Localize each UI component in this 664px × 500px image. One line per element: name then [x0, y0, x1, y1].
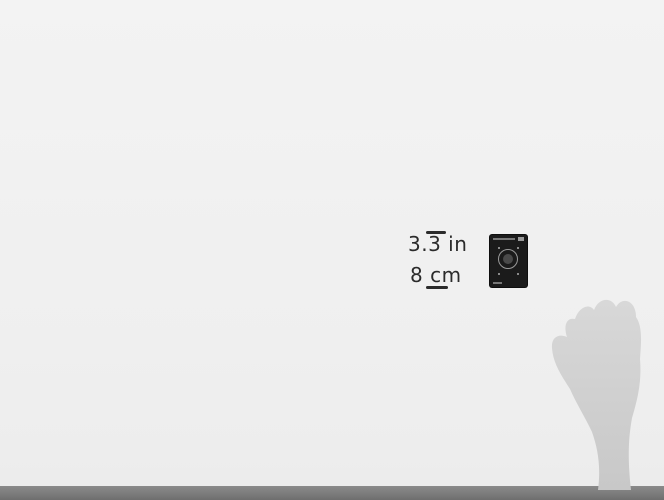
dimension-labels: 3.3 in 8 cm [400, 230, 480, 294]
thermostat-device-icon [490, 235, 527, 287]
device-screen-bar [493, 238, 515, 240]
device-dot [517, 273, 519, 275]
device-dial-ring [498, 249, 518, 269]
device-dot [498, 247, 500, 249]
device-foot [493, 282, 502, 284]
hand-silhouette-icon [551, 299, 642, 490]
counter-edge [0, 486, 664, 500]
hand-shape [551, 299, 642, 490]
device-dot [498, 273, 500, 275]
bottom-dimension-mark [426, 286, 448, 289]
device-dial-center [503, 254, 513, 264]
height-inches-label: 3.3 in [408, 232, 468, 256]
device-tag [518, 237, 524, 241]
device-dot [517, 247, 519, 249]
height-centimeters-label: 8 cm [410, 263, 462, 287]
top-dimension-mark [426, 231, 446, 234]
